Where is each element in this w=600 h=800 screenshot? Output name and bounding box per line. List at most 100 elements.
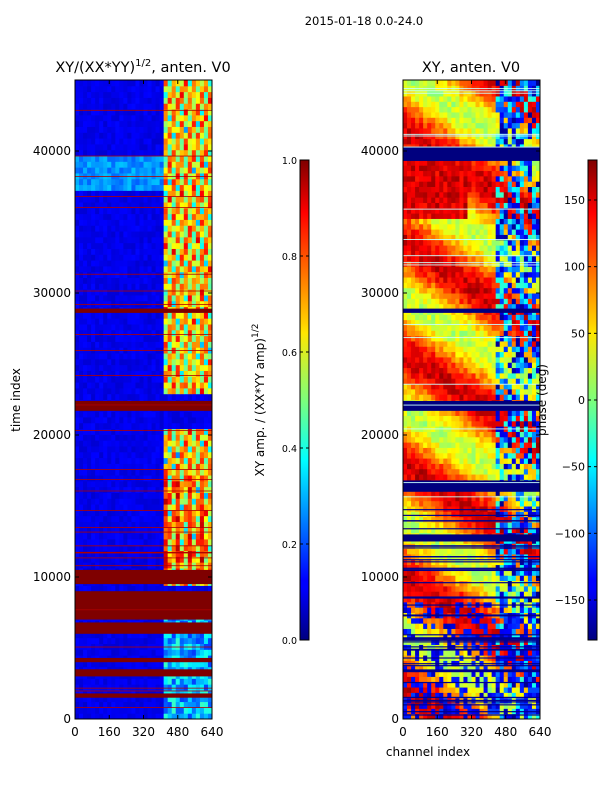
left-heatmap-cell <box>139 109 144 116</box>
left-heatmap-cell <box>143 504 149 511</box>
left-heatmap-cell <box>127 138 132 145</box>
left-heatmap-cell <box>143 277 149 284</box>
left-heatmap-cell <box>147 254 153 261</box>
right-heatmap-cell <box>451 585 456 592</box>
left-heatmap-cell <box>111 637 116 644</box>
right-heatmap-cell <box>447 585 452 592</box>
left-colorbar-label-sup: 1/2 <box>251 324 261 338</box>
left-heatmap-cell <box>159 544 165 552</box>
left-heatmap-cell <box>95 341 100 348</box>
left-heatmap-cell <box>131 132 136 139</box>
left-heatmap-cell <box>143 231 149 238</box>
left-heatmap-cell <box>75 149 80 157</box>
left-heatmap-cell <box>183 178 189 186</box>
left-heatmap-cell <box>139 283 144 290</box>
left-heatmap-cell <box>183 138 189 145</box>
right-title: XY, anten. V0 <box>422 60 520 76</box>
left-heatmap-cell <box>203 533 209 540</box>
right-heatmap-cell <box>467 676 472 683</box>
left-heatmap-cell <box>115 660 120 668</box>
right-heatmap-cell <box>511 564 517 571</box>
left-heatmap-cell <box>207 318 212 325</box>
left-heatmap-cell <box>99 248 104 255</box>
left-heatmap-cell <box>155 80 161 87</box>
left-heatmap-cell <box>127 649 132 656</box>
left-heatmap-cell <box>91 294 96 302</box>
left-heatmap-cell <box>167 323 173 331</box>
right-heatmap-cell <box>443 607 448 613</box>
left-heatmap-cell <box>99 416 104 424</box>
right-heatmap-cell <box>531 676 537 683</box>
left-heatmap-cell <box>103 178 108 186</box>
left-heatmap-cell <box>203 289 209 296</box>
left-heatmap-cell <box>127 196 132 203</box>
left-heatmap-cell <box>191 533 197 540</box>
right-heatmap-cell <box>403 633 408 640</box>
left-heatmap-cell <box>131 660 136 668</box>
left-heatmap-cell <box>99 533 104 540</box>
left-heatmap-cell <box>143 178 149 186</box>
left-heatmap-cell <box>175 660 181 668</box>
left-heatmap-cell <box>139 300 144 308</box>
left-heatmap-cell <box>99 445 104 453</box>
left-heatmap-cell <box>139 637 144 644</box>
left-heatmap-cell <box>195 428 201 435</box>
left-heatmap-cell <box>79 504 84 511</box>
left-heatmap-cell <box>143 219 149 226</box>
right-heatmap-cell <box>447 671 452 677</box>
left-heatmap-cell <box>103 631 108 639</box>
left-heatmap-cell <box>87 312 92 319</box>
left-heatmap-cell <box>183 509 189 517</box>
left-heatmap-cell <box>127 538 132 546</box>
right-heatmap-cell <box>515 703 521 709</box>
right-heatmap-cell <box>527 548 533 555</box>
left-heatmap-cell <box>135 190 140 197</box>
left-heatmap-cell <box>95 585 100 592</box>
left-heatmap-cell <box>95 353 100 360</box>
right-heatmap-cell <box>503 628 509 635</box>
right-heatmap-cell <box>507 564 513 571</box>
left-heatmap-cell <box>199 364 205 371</box>
left-heatmap-cell <box>123 132 128 139</box>
left-heatmap-cell <box>155 300 161 308</box>
left-heatmap-cell <box>163 132 169 139</box>
left-heatmap-cell <box>159 126 165 133</box>
left-heatmap-cell <box>171 97 177 104</box>
left-heatmap-cell <box>95 323 100 331</box>
left-heatmap-cell <box>123 248 128 255</box>
left-heatmap-cell <box>159 649 165 656</box>
left-heatmap-cell <box>163 707 169 714</box>
left-heatmap-cell <box>187 701 193 708</box>
right-heatmap-cell <box>471 607 477 613</box>
left-heatmap-cell <box>183 556 189 563</box>
left-heatmap-cell <box>163 451 169 459</box>
left-heatmap-cell <box>131 213 136 220</box>
left-heatmap-cell <box>95 120 100 127</box>
left-heatmap-cell <box>111 695 116 703</box>
left-heatmap-cell <box>119 236 124 244</box>
left-heatmap-cell <box>179 364 185 371</box>
left-heatmap-cell <box>207 521 212 528</box>
left-heatmap-cell <box>187 103 193 110</box>
left-heatmap-cell <box>111 713 116 719</box>
left-colorbar: 0.00.20.40.60.81.0 XY amp. / (XX*YY amp)… <box>251 156 310 647</box>
left-heatmap-cell <box>159 138 165 145</box>
left-heatmap-cell <box>179 689 185 697</box>
left-heatmap-cell <box>111 277 116 284</box>
left-heatmap-cell <box>163 277 169 284</box>
left-heatmap-cell <box>103 469 108 476</box>
left-heatmap-cell <box>135 225 140 232</box>
left-heatmap-cell <box>95 370 100 377</box>
right-heatmap-cell <box>523 703 529 709</box>
left-heatmap-cell <box>167 271 173 279</box>
left-heatmap-cell <box>183 387 189 395</box>
right-heatmap-cell <box>491 649 497 656</box>
left-heatmap-cell <box>147 260 153 267</box>
left-heatmap-cell <box>87 126 92 133</box>
left-heatmap-cell <box>91 277 96 284</box>
left-heatmap-cell <box>139 463 144 470</box>
left-heatmap-cell <box>79 463 84 470</box>
right-heatmap-cell <box>511 665 517 672</box>
left-heatmap-cell <box>155 376 161 383</box>
left-heatmap-cell <box>115 190 120 197</box>
